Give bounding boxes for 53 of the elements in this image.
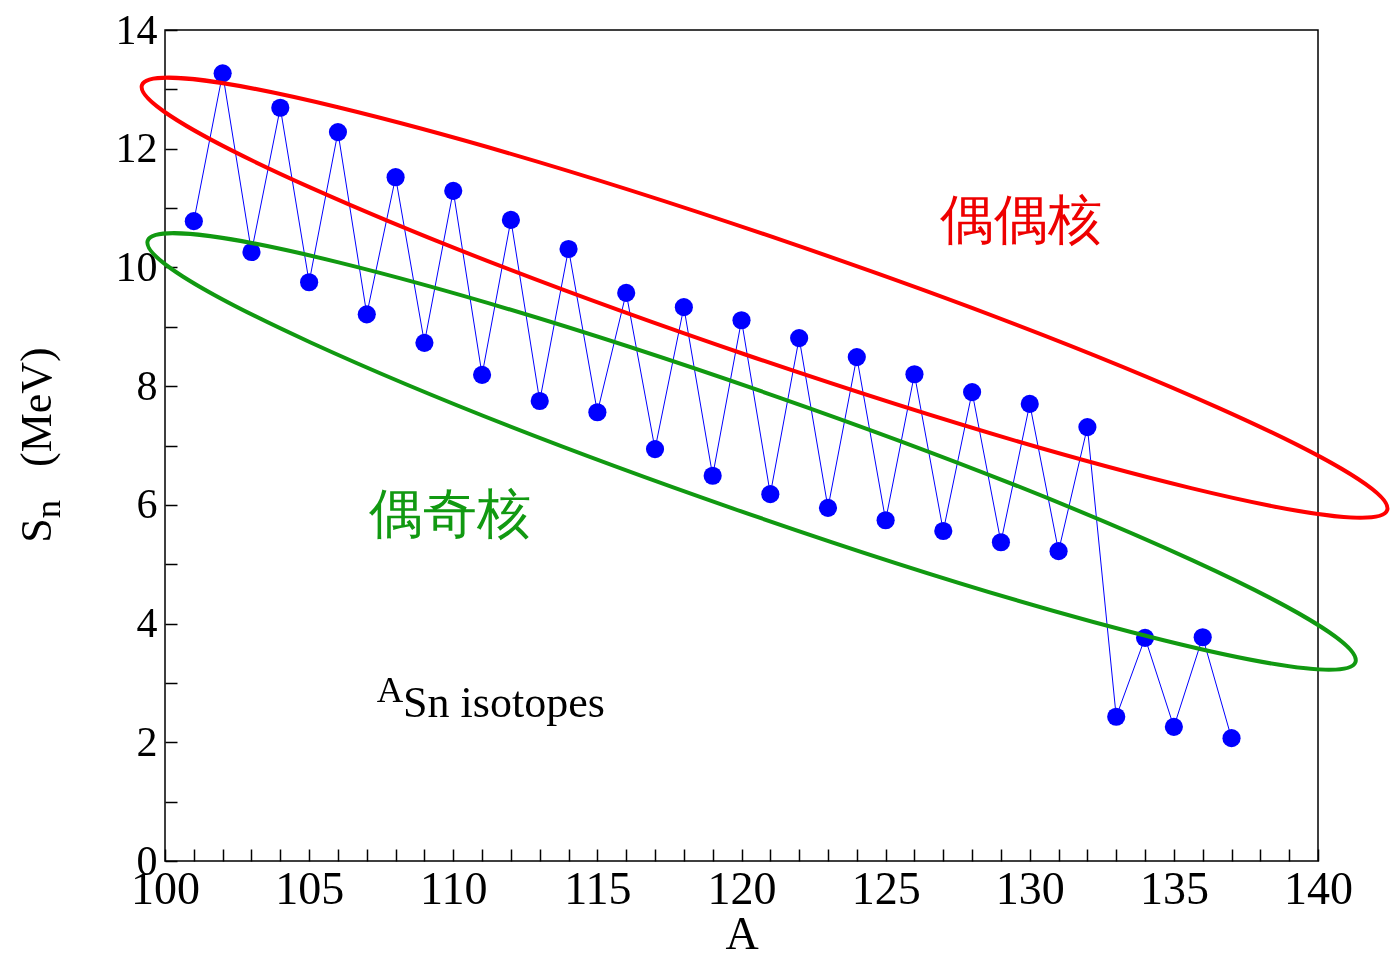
point xyxy=(1107,707,1126,726)
y-tick-label: 6 xyxy=(136,481,158,528)
point xyxy=(617,283,636,303)
point xyxy=(1222,729,1241,748)
point xyxy=(1164,717,1183,736)
point xyxy=(1193,628,1212,647)
point xyxy=(213,64,232,83)
point xyxy=(645,440,665,459)
x-tick-label: 125 xyxy=(851,862,921,914)
point xyxy=(357,305,376,324)
point xyxy=(588,403,607,422)
point xyxy=(790,329,809,348)
annotation: $^{A}$Sn isotopes xyxy=(376,667,605,729)
y-tick-label: 4 xyxy=(136,600,158,647)
point xyxy=(184,212,203,231)
point xyxy=(472,365,492,384)
point xyxy=(242,242,261,262)
y-tick-label: 12 xyxy=(115,125,158,172)
point xyxy=(444,181,463,200)
point xyxy=(761,485,780,504)
point xyxy=(1078,418,1097,437)
point xyxy=(876,511,895,530)
x-tick-label: 130 xyxy=(995,862,1065,914)
point xyxy=(732,311,751,330)
point xyxy=(818,498,838,517)
x-tick-label: 115 xyxy=(564,862,632,914)
point xyxy=(328,123,348,142)
point xyxy=(415,333,434,352)
x-tick-label: 135 xyxy=(1139,862,1209,914)
point xyxy=(386,168,405,187)
y-tick-label: 8 xyxy=(136,362,158,409)
point xyxy=(674,298,693,317)
point xyxy=(934,521,953,541)
point xyxy=(271,98,290,117)
point xyxy=(559,239,578,259)
point xyxy=(991,533,1011,552)
point xyxy=(847,347,866,367)
x-tick-label: 105 xyxy=(275,862,345,914)
x-tick-label: 140 xyxy=(1284,862,1353,914)
point xyxy=(530,391,549,411)
point xyxy=(501,210,520,230)
point xyxy=(1049,542,1068,561)
annotation: 偶偶核 xyxy=(940,186,1103,253)
point xyxy=(1020,394,1039,414)
point xyxy=(905,365,924,384)
point xyxy=(300,273,319,292)
y-tick-label: 2 xyxy=(136,718,158,765)
y-tick-label: 10 xyxy=(115,243,158,290)
y-tick-label: 14 xyxy=(115,6,158,53)
point xyxy=(963,383,982,402)
annotation: 偶奇核 xyxy=(369,480,532,547)
x-tick-label: 110 xyxy=(420,862,488,914)
point xyxy=(703,466,722,485)
